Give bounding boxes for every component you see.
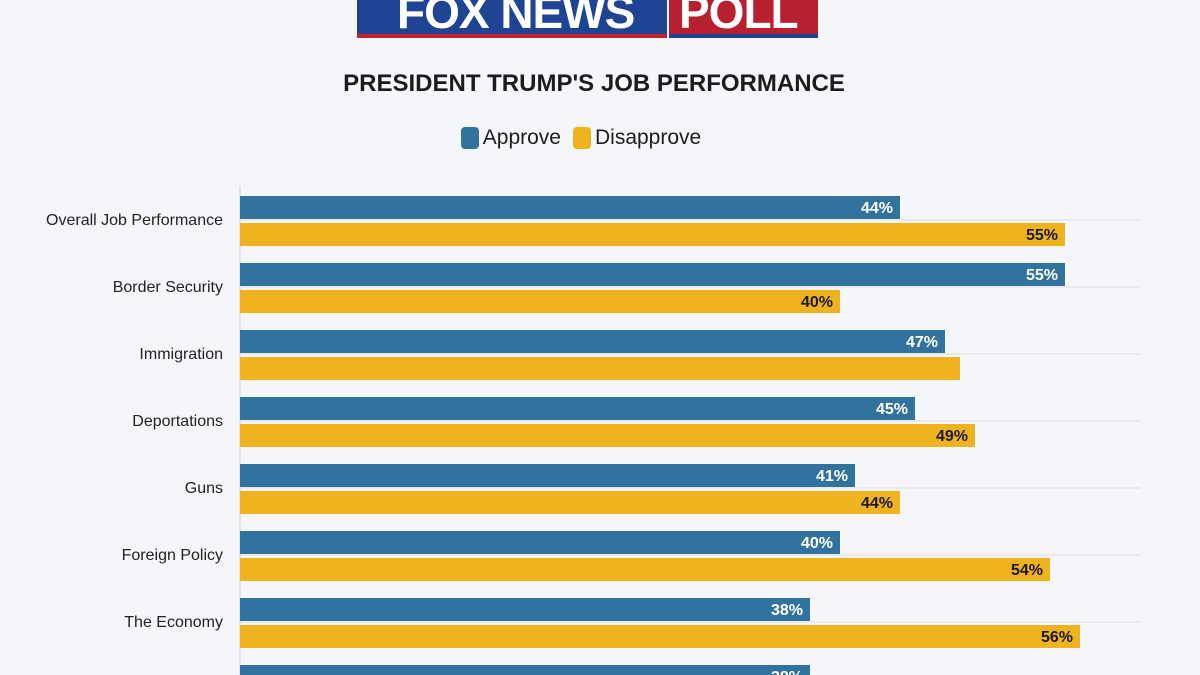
data-label: 55% bbox=[1026, 267, 1058, 284]
fox-news-poll-logo: FOX NEWS POLL bbox=[357, 0, 818, 38]
category-label: The Economy bbox=[124, 614, 223, 631]
data-label: 44% bbox=[861, 495, 893, 512]
data-label: 40% bbox=[801, 535, 833, 552]
bar-approve bbox=[240, 665, 810, 675]
data-label: 44% bbox=[861, 200, 893, 217]
data-label: 55% bbox=[1026, 227, 1058, 244]
bar-disapprove bbox=[240, 223, 1065, 246]
bar-disapprove bbox=[240, 491, 900, 514]
data-label: 49% bbox=[936, 428, 968, 445]
bar-approve bbox=[240, 464, 855, 487]
data-label: 45% bbox=[876, 401, 908, 418]
data-label: 40% bbox=[801, 294, 833, 311]
category-label: Immigration bbox=[139, 346, 223, 363]
bar-disapprove bbox=[240, 357, 960, 380]
bar-approve bbox=[240, 263, 1065, 286]
logo-text-poll: POLL bbox=[679, 0, 799, 38]
bar-approve bbox=[240, 330, 945, 353]
bar-disapprove bbox=[240, 290, 840, 313]
bar-disapprove bbox=[240, 424, 975, 447]
data-label: 56% bbox=[1041, 629, 1073, 646]
logo-poll-block bbox=[669, 0, 818, 34]
legend-label-disapprove: Disapprove bbox=[594, 126, 702, 149]
logo-stripe bbox=[669, 34, 818, 38]
data-label: 41% bbox=[816, 468, 848, 485]
legend-swatch-disapprove bbox=[572, 127, 591, 149]
category-label: Border Security bbox=[113, 279, 223, 296]
data-label: 47% bbox=[906, 334, 938, 351]
legend-item-approve: Approve bbox=[460, 126, 561, 150]
bar-approve bbox=[240, 598, 810, 621]
data-label: 38% bbox=[771, 602, 803, 619]
data-label: 54% bbox=[1011, 562, 1043, 579]
chart-title: PRESIDENT TRUMP'S JOB PERFORMANCE bbox=[343, 70, 845, 97]
bar-approve bbox=[240, 196, 900, 219]
category-label: Guns bbox=[185, 480, 223, 497]
data-label: 38% bbox=[771, 669, 803, 675]
logo-fox-news-block bbox=[357, 0, 667, 34]
legend-label-approve: Approve bbox=[482, 126, 561, 149]
bar-approve bbox=[240, 397, 915, 420]
category-label: Foreign Policy bbox=[122, 547, 223, 564]
logo-stripe bbox=[357, 34, 667, 38]
bar-disapprove bbox=[240, 625, 1080, 648]
bar-disapprove bbox=[240, 558, 1050, 581]
legend-swatch-approve bbox=[460, 127, 479, 149]
legend-item-disapprove: Disapprove bbox=[572, 126, 702, 150]
category-label: Overall Job Performance bbox=[46, 212, 223, 229]
category-label: Deportations bbox=[132, 413, 223, 430]
logo-text-fox-news: FOX NEWS bbox=[397, 0, 635, 38]
legend: Approve Disapprove bbox=[0, 126, 1162, 150]
bar-approve bbox=[240, 531, 840, 554]
